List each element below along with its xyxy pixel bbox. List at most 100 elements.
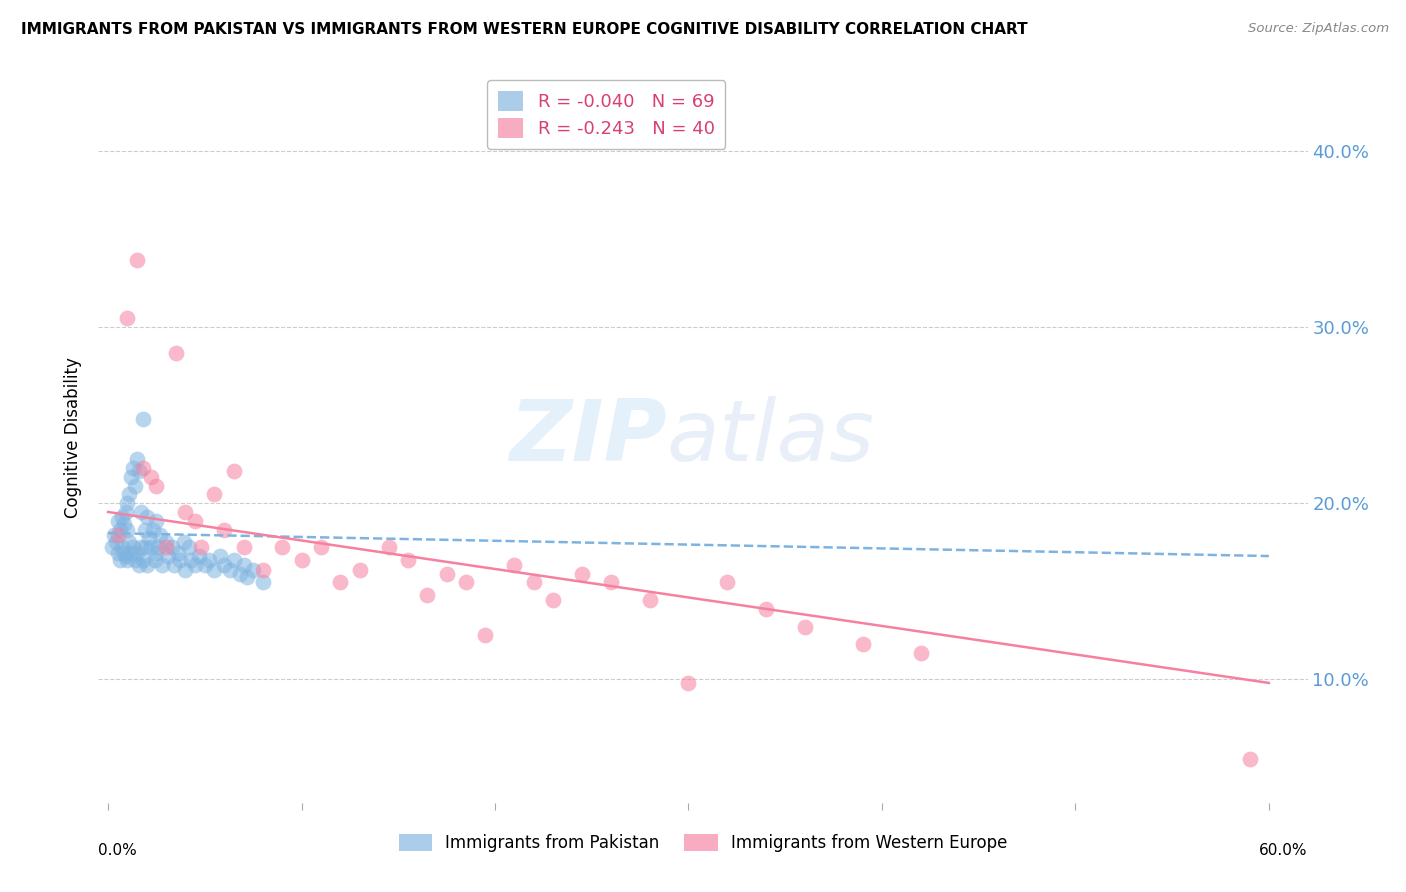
Point (242, 563, 264, 577)
Point (252, 563, 274, 577)
Point (127, 545, 149, 559)
Point (129, 540, 152, 554)
Point (160, 540, 183, 554)
Point (204, 563, 226, 577)
Point (128, 558, 150, 572)
Point (349, 563, 371, 577)
Legend: Immigrants from Pakistan, Immigrants from Western Europe: Immigrants from Pakistan, Immigrants fro… (391, 825, 1015, 860)
Point (678, 676, 700, 690)
Point (117, 523, 139, 537)
Point (145, 514, 167, 528)
Point (132, 461, 155, 475)
Point (139, 540, 162, 554)
Point (118, 487, 141, 501)
Point (222, 465, 245, 479)
Point (143, 552, 166, 566)
Point (212, 558, 235, 572)
Point (232, 540, 254, 554)
Point (165, 346, 187, 360)
Point (124, 478, 146, 492)
Point (155, 540, 177, 554)
Point (252, 575, 274, 590)
Point (114, 549, 136, 563)
Point (755, 602, 778, 616)
Point (132, 552, 155, 566)
Text: ZIP: ZIP (509, 395, 666, 479)
Point (101, 540, 124, 554)
Point (142, 523, 165, 537)
Point (169, 552, 191, 566)
Point (228, 566, 250, 581)
Point (271, 540, 294, 554)
Point (129, 505, 152, 519)
Point (174, 505, 197, 519)
Text: IMMIGRANTS FROM PAKISTAN VS IMMIGRANTS FROM WESTERN EUROPE COGNITIVE DISABILITY : IMMIGRANTS FROM PAKISTAN VS IMMIGRANTS F… (21, 22, 1028, 37)
Text: 60.0%: 60.0% (1260, 843, 1308, 858)
Point (155, 535, 177, 549)
Point (117, 552, 139, 566)
Point (120, 545, 142, 559)
Point (190, 540, 212, 554)
Point (108, 523, 131, 537)
Point (174, 563, 197, 577)
Point (111, 510, 134, 524)
Text: 0.0%: 0.0% (98, 843, 138, 858)
Point (166, 545, 188, 559)
Point (541, 593, 564, 607)
Point (396, 552, 419, 566)
Point (120, 469, 142, 483)
Point (127, 452, 149, 467)
Point (111, 540, 134, 554)
Text: atlas: atlas (666, 395, 875, 479)
Point (108, 552, 131, 566)
Point (112, 517, 135, 532)
Point (134, 523, 156, 537)
Point (114, 505, 136, 519)
Point (135, 558, 157, 572)
Point (503, 558, 526, 572)
Point (149, 528, 172, 542)
Point (118, 535, 141, 549)
Point (454, 575, 477, 590)
Point (793, 619, 815, 633)
Point (157, 549, 180, 563)
Point (148, 540, 170, 554)
Text: Source: ZipAtlas.com: Source: ZipAtlas.com (1249, 22, 1389, 36)
Point (290, 552, 312, 566)
Point (188, 549, 211, 563)
Point (523, 575, 546, 590)
Point (194, 558, 217, 572)
Point (852, 637, 875, 651)
Point (107, 528, 129, 542)
Point (309, 540, 332, 554)
Point (135, 510, 157, 524)
Point (124, 552, 146, 566)
Point (377, 540, 399, 554)
Point (180, 552, 202, 566)
Point (219, 563, 242, 577)
Point (329, 575, 352, 590)
Point (145, 478, 167, 492)
Point (139, 469, 162, 483)
Point (173, 535, 195, 549)
Point (222, 552, 245, 566)
Point (179, 540, 201, 554)
Point (232, 558, 254, 572)
Point (128, 465, 150, 479)
Point (127, 252, 149, 267)
Point (236, 570, 259, 584)
Point (150, 558, 173, 572)
Point (122, 461, 145, 475)
Point (107, 514, 129, 528)
Point (132, 411, 155, 425)
Point (122, 540, 145, 554)
Point (212, 523, 235, 537)
Point (117, 311, 139, 326)
Point (117, 496, 139, 510)
Point (436, 566, 458, 581)
Point (204, 487, 226, 501)
Point (145, 545, 167, 559)
Y-axis label: Cognitive Disability: Cognitive Disability (65, 357, 83, 517)
Point (112, 545, 135, 559)
Point (910, 646, 932, 660)
